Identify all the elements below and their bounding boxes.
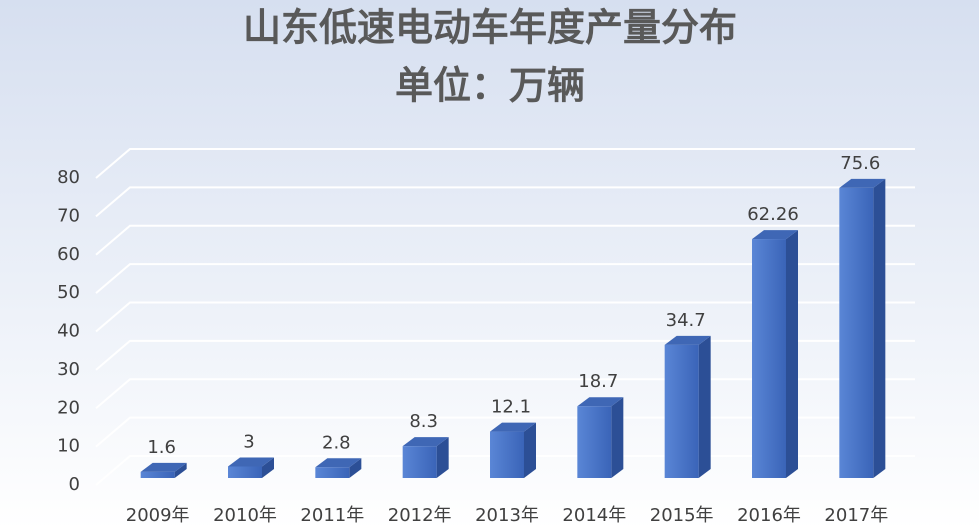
bar-top (839, 178, 886, 188)
x-tick-label: 2011年 (300, 505, 364, 526)
bar-top (315, 458, 362, 468)
grid-line (95, 301, 915, 333)
bar-side (524, 422, 536, 478)
value-label: 2.8 (322, 432, 351, 453)
bar-top (402, 437, 449, 447)
bar-side (262, 457, 274, 478)
bar-top (140, 462, 187, 472)
y-tick-label: 20 (57, 397, 80, 418)
y-tick-label: 30 (57, 359, 80, 380)
x-tick-label: 2015年 (650, 505, 714, 526)
value-label: 8.3 (409, 411, 438, 432)
value-label: 3 (243, 431, 254, 452)
chart-title: 山东低速电动车年度产量分布 (243, 6, 737, 50)
bar-side (611, 397, 624, 478)
bar (315, 467, 350, 478)
grid-line (95, 263, 915, 294)
bar-top (577, 397, 624, 407)
bar-side (436, 437, 449, 478)
grid-line (95, 148, 915, 179)
grid-line (95, 224, 915, 256)
chart-subtitle: 单位：万辆 (395, 64, 585, 108)
y-tick-label: 50 (57, 282, 80, 303)
x-tick-label: 2014年 (562, 505, 626, 526)
value-label: 18.7 (578, 371, 618, 392)
bar-side (174, 462, 187, 478)
bar-top (228, 457, 274, 467)
bar (664, 344, 699, 478)
y-tick-label: 40 (57, 321, 80, 342)
value-label: 75.6 (840, 153, 880, 174)
bar (402, 446, 437, 478)
bar (140, 471, 175, 478)
bar-side (873, 178, 886, 478)
value-label: 12.1 (491, 397, 531, 418)
bar-top (752, 230, 798, 240)
y-tick-label: 70 (57, 205, 80, 226)
bar (490, 431, 524, 478)
y-tick-label: 10 (57, 436, 80, 457)
value-label: 1.6 (147, 437, 176, 458)
x-tick-label: 2010年 (213, 505, 277, 526)
bar (839, 187, 874, 478)
x-tick-label: 2016年 (737, 505, 801, 526)
value-label: 62.26 (747, 204, 799, 225)
bar (228, 466, 262, 478)
y-tick-label: 80 (57, 167, 80, 188)
bar-top (490, 422, 536, 432)
bar-top (664, 335, 711, 345)
y-tick-label: 60 (57, 244, 80, 265)
bar (752, 239, 786, 478)
bar-side (349, 458, 362, 478)
grid-line (95, 455, 915, 486)
y-tick-label: 0 (69, 474, 80, 495)
x-tick-label: 2009年 (126, 505, 190, 526)
bar (577, 406, 612, 478)
grid-line (95, 378, 915, 410)
x-tick-label: 2017年 (824, 505, 888, 526)
bar-side (698, 335, 711, 478)
grid-line (95, 339, 915, 371)
x-tick-label: 2012年 (388, 505, 452, 526)
grid-line (95, 416, 915, 448)
x-tick-label: 2013年 (475, 505, 539, 526)
bar-side (786, 230, 798, 478)
grid-line (95, 186, 915, 218)
value-label: 34.7 (666, 310, 706, 331)
